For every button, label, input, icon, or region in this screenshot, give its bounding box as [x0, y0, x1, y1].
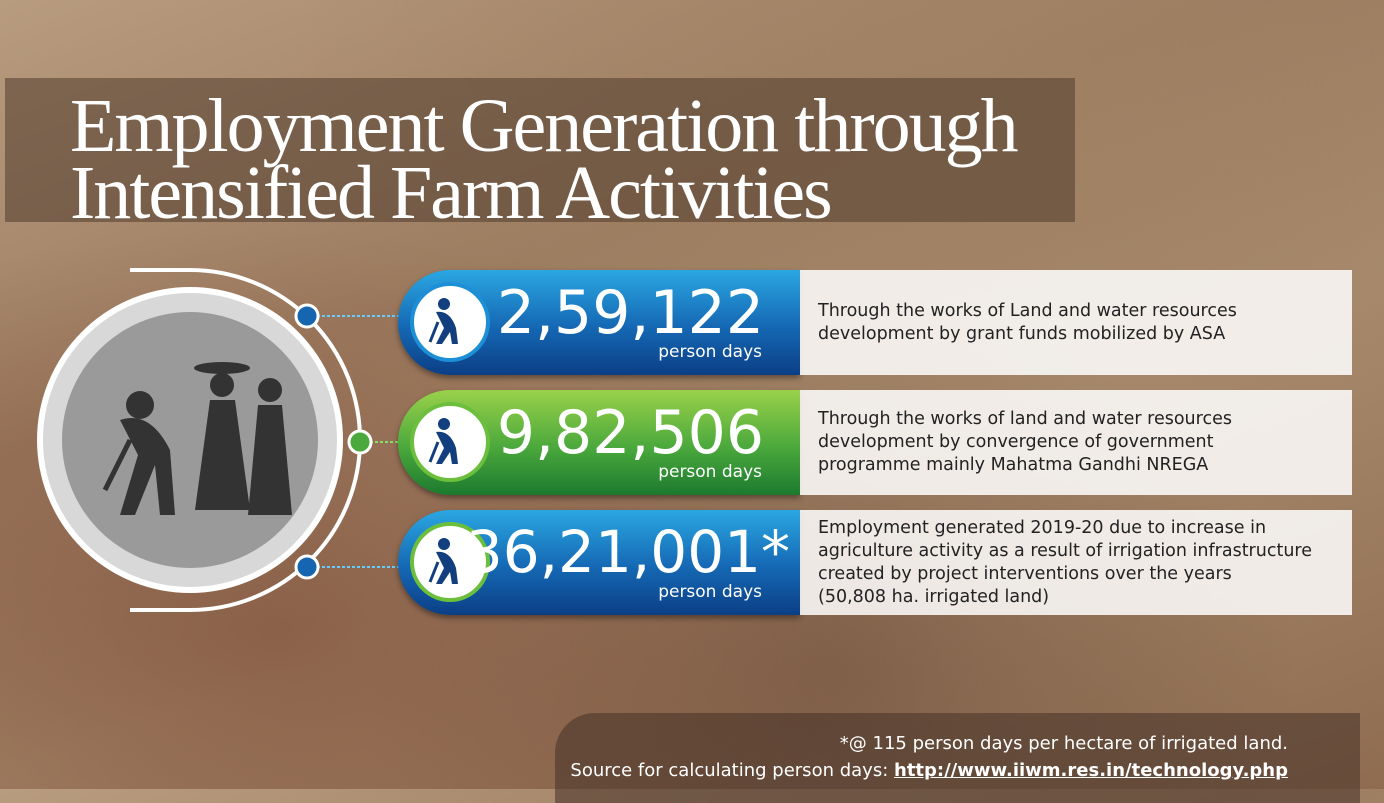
- line: development by grant funds mobilized by …: [818, 323, 1352, 346]
- line: Through the works of land and water reso…: [818, 408, 1352, 431]
- stat-pill: 2,59,122 person days: [398, 270, 800, 375]
- line: created by project interventions over th…: [818, 563, 1352, 586]
- dot: [296, 556, 318, 578]
- source-label: Source for calculating person days:: [570, 760, 888, 781]
- line: Through the works of Land and water reso…: [818, 300, 1352, 323]
- dot: [349, 431, 371, 453]
- emblem: [0, 250, 400, 630]
- worker-icon: [408, 280, 493, 365]
- worker-icon: [408, 400, 493, 485]
- title: Intensified Farm Activities: [70, 155, 831, 231]
- line: development by convergence of government: [818, 431, 1352, 454]
- source-link[interactable]: http://www.iiwm.res.in/technology.php: [894, 760, 1288, 781]
- stat-number: 36,21,001*: [466, 518, 790, 586]
- stat-unit: person days: [658, 342, 762, 362]
- stat-pill: 9,82,506 person days: [398, 390, 800, 495]
- stat-description: Through the works of Land and water reso…: [800, 270, 1352, 375]
- stat-description: Employment generated 2019-20 due to incr…: [800, 510, 1352, 615]
- line: (50,808 ha. irrigated land): [818, 586, 1352, 609]
- page: Employment Generation through Intensifie…: [0, 0, 1384, 789]
- footnote: *@ 115 person days per hectare of irriga…: [840, 733, 1288, 754]
- stat-unit: person days: [658, 582, 762, 602]
- stat-description: Through the works of land and water reso…: [800, 390, 1352, 495]
- stat-number: 9,82,506: [497, 398, 764, 468]
- stat-unit: person days: [658, 462, 762, 482]
- dot: [296, 305, 318, 327]
- footer-band: [555, 713, 1360, 803]
- line: agriculture activity as a result of irri…: [818, 540, 1352, 563]
- line: programme mainly Mahatma Gandhi NREGA: [818, 454, 1352, 477]
- stat-number: 2,59,122: [497, 278, 764, 348]
- line: Employment generated 2019-20 due to incr…: [818, 517, 1352, 540]
- stat-pill: 36,21,001* person days: [398, 510, 800, 615]
- source: Source for calculating person days: http…: [570, 760, 1288, 781]
